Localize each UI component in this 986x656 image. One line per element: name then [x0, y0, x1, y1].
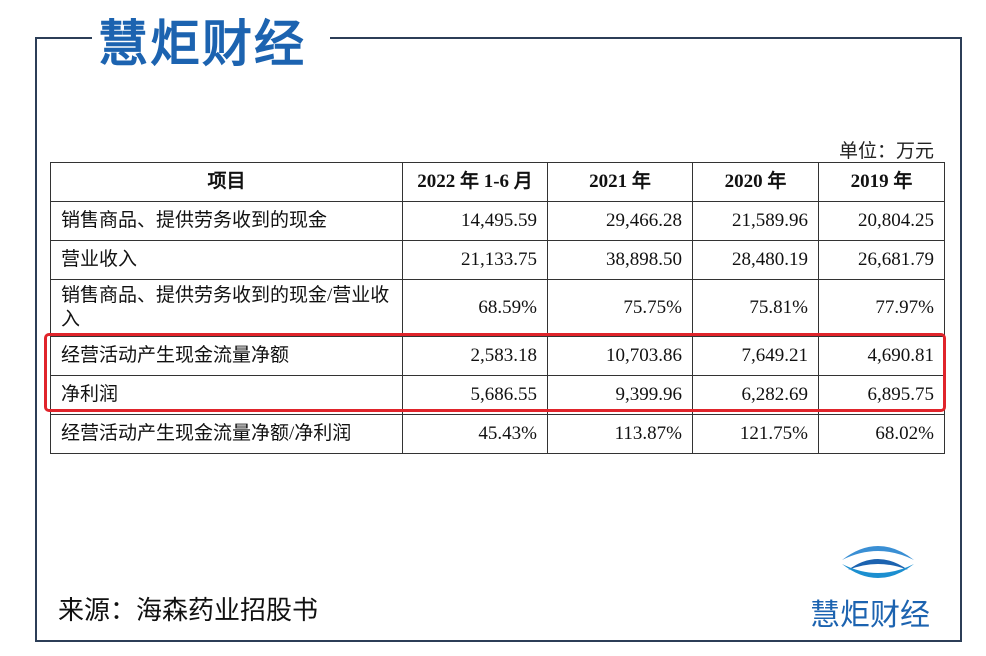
header-cell: 项目	[50, 162, 403, 202]
value-cell: 45.43%	[402, 414, 548, 454]
value-cell: 14,495.59	[402, 201, 548, 241]
highlight-box	[44, 333, 946, 412]
value-cell: 75.81%	[692, 279, 819, 337]
label-cell: 销售商品、提供劳务收到的现金/营业收入	[50, 279, 403, 337]
header-cell: 2020 年	[692, 162, 819, 202]
header-cell: 2022 年 1-6 月	[402, 162, 548, 202]
row: 经营活动产生现金流量净额/净利润 45.43% 113.87% 121.75% 68.0…	[50, 414, 945, 454]
value-cell: 113.87%	[547, 414, 693, 454]
frame-top-right	[330, 37, 962, 39]
value-cell: 21,589.96	[692, 201, 819, 241]
value-cell: 2,583.18	[402, 336, 548, 376]
unit: 单位：万元	[838, 141, 934, 162]
frame-top-left	[35, 37, 95, 39]
row: 营业收入 21,133.75 38,898.50 28,480.19 26,681.79	[50, 240, 945, 280]
logo-icon	[842, 546, 914, 578]
row: 经营活动产生现金流量净额 2,583.18 10,703.86 7,649.21 4,6…	[50, 336, 945, 376]
header-cell: 2019 年	[818, 162, 945, 202]
value-cell: 68.59%	[402, 279, 548, 337]
label-cell: 净利润	[50, 375, 403, 415]
label-cell: 经营活动产生现金流量净额/净利润	[50, 414, 403, 454]
value-cell: 10,703.86	[547, 336, 693, 376]
value-cell: 7,649.21	[692, 336, 819, 376]
label-cell: 营业收入	[50, 240, 403, 280]
value-cell: 6,282.69	[692, 375, 819, 415]
label-cell: 销售商品、提供劳务收到的现金	[50, 201, 403, 241]
header-row: 项目 2022 年 1-6 月 2021 年 2020 年 2019 年	[50, 162, 945, 202]
source: 来源：海森药业招股书	[58, 596, 319, 626]
header-cell: 2021 年	[547, 162, 693, 202]
row: 销售商品、提供劳务收到的现金/营业收入 68.59% 75.75% 75.81% 77.…	[50, 279, 945, 337]
value-cell: 4,690.81	[818, 336, 945, 376]
value-cell: 121.75%	[692, 414, 819, 454]
value-cell: 28,480.19	[692, 240, 819, 280]
value-cell: 38,898.50	[547, 240, 693, 280]
value-cell: 26,681.79	[818, 240, 945, 280]
value-cell: 20,804.25	[818, 201, 945, 241]
footer-logo: 慧炬财经	[810, 598, 930, 633]
table: 项目 2022 年 1-6 月 2021 年 2020 年 2019 年销售商品、提供劳…	[50, 162, 945, 454]
logo: 慧炬财经	[92, 4, 312, 76]
value-cell: 21,133.75	[402, 240, 548, 280]
frame	[35, 38, 962, 642]
value-cell: 77.97%	[818, 279, 945, 337]
value-cell: 29,466.28	[547, 201, 693, 241]
value-cell: 5,686.55	[402, 375, 548, 415]
value-cell: 75.75%	[547, 279, 693, 337]
value-cell: 68.02%	[818, 414, 945, 454]
row: 销售商品、提供劳务收到的现金 14,495.59 29,466.28 21,589.9…	[50, 201, 945, 241]
